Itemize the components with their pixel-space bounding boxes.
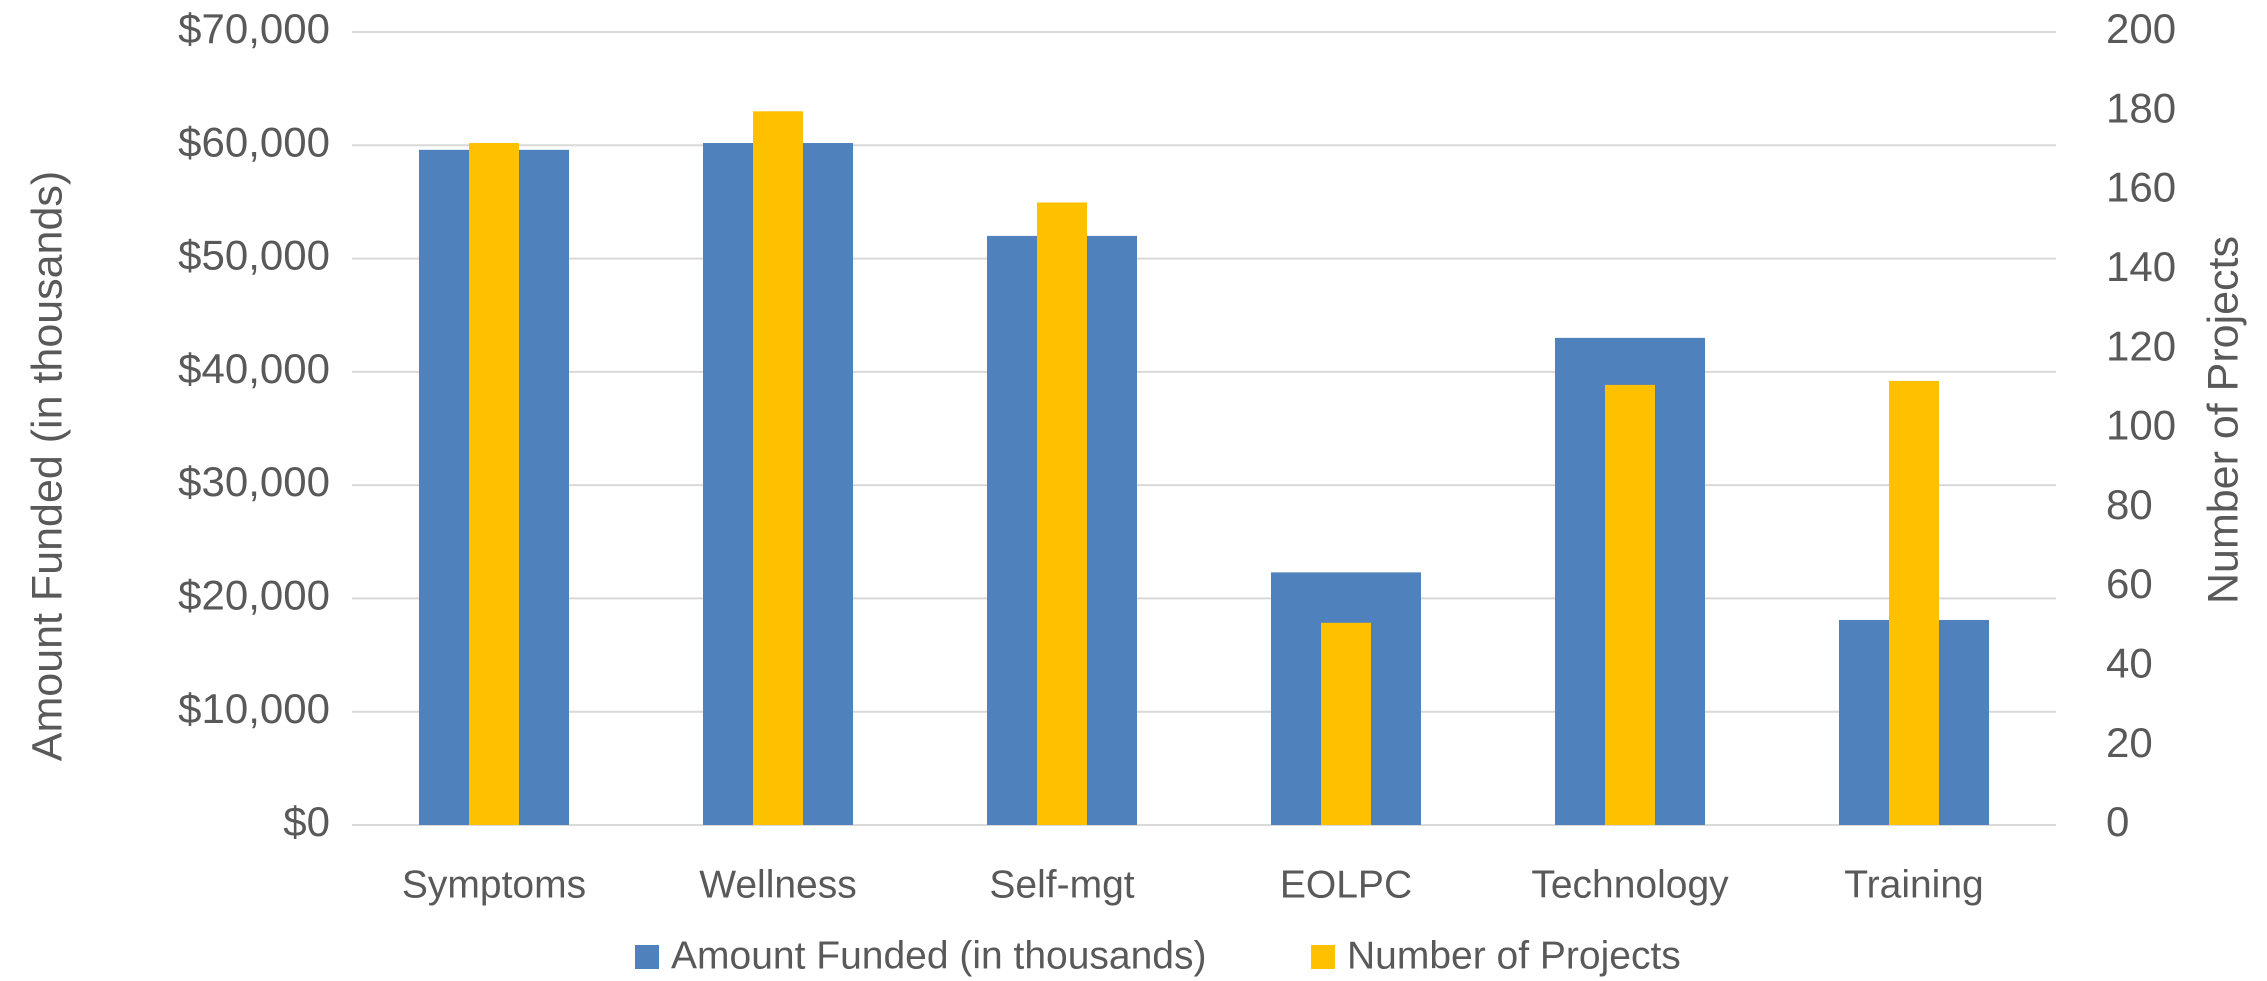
legend-swatch-amount-funded — [635, 945, 659, 969]
legend-label-amount-funded: Amount Funded (in thousands) — [671, 934, 1207, 977]
right-tick-label: 160 — [2106, 164, 2176, 211]
x-tick-label: Wellness — [699, 863, 857, 906]
right-tick-label: 120 — [2106, 322, 2176, 369]
right-axis-ticks: 0 20 40 60 80 100 120 140 160 180 200 — [2106, 5, 2176, 845]
left-tick-label: $70,000 — [178, 5, 330, 52]
left-tick-label: $10,000 — [178, 685, 330, 732]
left-tick-label: $40,000 — [178, 345, 330, 392]
x-tick-label: Technology — [1531, 863, 1729, 906]
bar-number-of-projects — [753, 111, 803, 826]
left-tick-label: $60,000 — [178, 118, 330, 165]
left-tick-label: $20,000 — [178, 572, 330, 619]
x-tick-label: Symptoms — [402, 863, 586, 906]
x-axis-ticks: Symptoms Wellness Self-mgt EOLPC Technology T… — [402, 863, 1984, 906]
right-tick-label: 40 — [2106, 639, 2153, 686]
bar-number-of-projects — [1889, 380, 1939, 825]
left-tick-label: $30,000 — [178, 458, 330, 505]
bar-number-of-projects — [1321, 622, 1371, 825]
left-tick-label: $0 — [283, 798, 330, 845]
legend-swatch-number-of-projects — [1311, 945, 1335, 969]
x-tick-label: Training — [1844, 863, 1983, 906]
legend: Amount Funded (in thousands) Number of Pr… — [635, 934, 1681, 977]
right-tick-label: 20 — [2106, 719, 2153, 766]
right-tick-label: 60 — [2106, 560, 2153, 607]
bar-number-of-projects — [1605, 384, 1655, 825]
legend-label-number-of-projects: Number of Projects — [1347, 934, 1681, 977]
bar-number-of-projects — [1037, 202, 1087, 825]
bars — [419, 111, 1989, 826]
bar-number-of-projects — [469, 143, 519, 825]
right-tick-label: 200 — [2106, 5, 2176, 52]
right-tick-label: 80 — [2106, 481, 2153, 528]
x-tick-label: EOLPC — [1280, 863, 1412, 906]
right-tick-label: 180 — [2106, 84, 2176, 131]
right-tick-label: 140 — [2106, 243, 2176, 290]
left-axis-ticks: $0 $10,000 $20,000 $30,000 $40,000 $50,000 $60… — [178, 5, 330, 845]
left-tick-label: $50,000 — [178, 232, 330, 279]
right-tick-label: 100 — [2106, 402, 2176, 449]
left-axis-title: Amount Funded (in thousands) — [23, 171, 71, 761]
right-tick-label: 0 — [2106, 798, 2129, 845]
gridlines — [352, 31, 2056, 826]
x-tick-label: Self-mgt — [989, 863, 1134, 906]
right-axis-title: Number of Projects — [2199, 236, 2247, 604]
